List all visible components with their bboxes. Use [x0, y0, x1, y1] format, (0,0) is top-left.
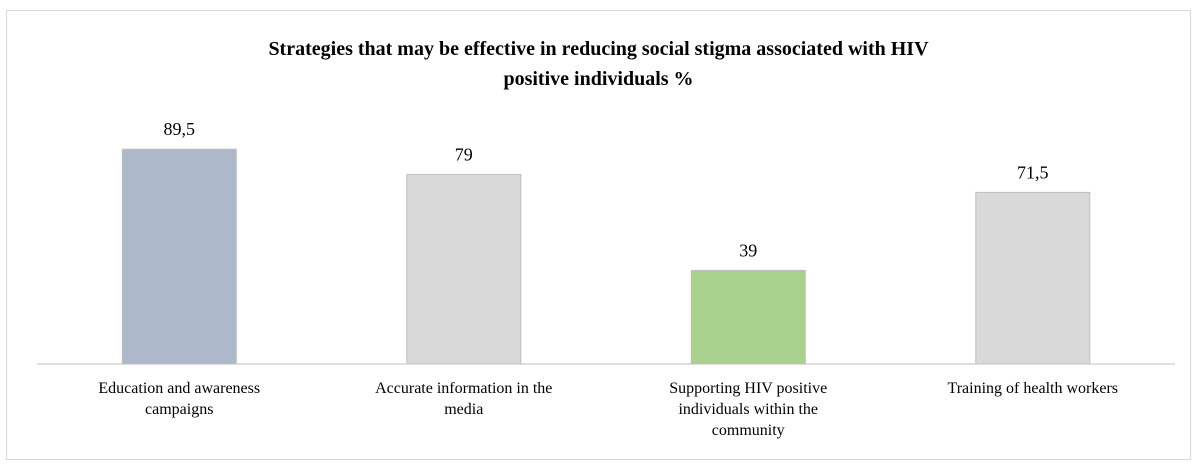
category-label-line: Supporting HIV positive [669, 380, 828, 397]
category-label: Education and awareness campaigns [54, 378, 304, 420]
category-label: Training of health workers [908, 378, 1158, 399]
category-label-line: Education and awareness [98, 380, 261, 397]
bar [406, 173, 522, 365]
data-label: 39 [739, 240, 757, 260]
bar [975, 191, 1091, 365]
chart-title-line1: Strategies that may be effective in redu… [268, 38, 929, 60]
category-label-line: Accurate information in the [375, 380, 553, 397]
category-label: Supporting HIV positive individuals withi… [623, 378, 873, 441]
chart-title: Strategies that may be effective in redu… [0, 34, 1197, 94]
category-label-line: individuals within the [678, 401, 819, 418]
category-label-line: community [711, 422, 785, 439]
data-label: 71,5 [1017, 162, 1049, 182]
category-label-line: Training of health workers [947, 380, 1119, 397]
bar [121, 148, 237, 365]
data-label: 89,5 [164, 119, 196, 139]
category-label: Accurate information in the media [339, 378, 589, 420]
chart-title-line2: positive individuals % [503, 68, 694, 90]
data-label: 79 [455, 144, 473, 164]
category-label-line: campaigns [145, 401, 214, 418]
bar [690, 269, 806, 365]
category-label-line: media [444, 401, 484, 418]
